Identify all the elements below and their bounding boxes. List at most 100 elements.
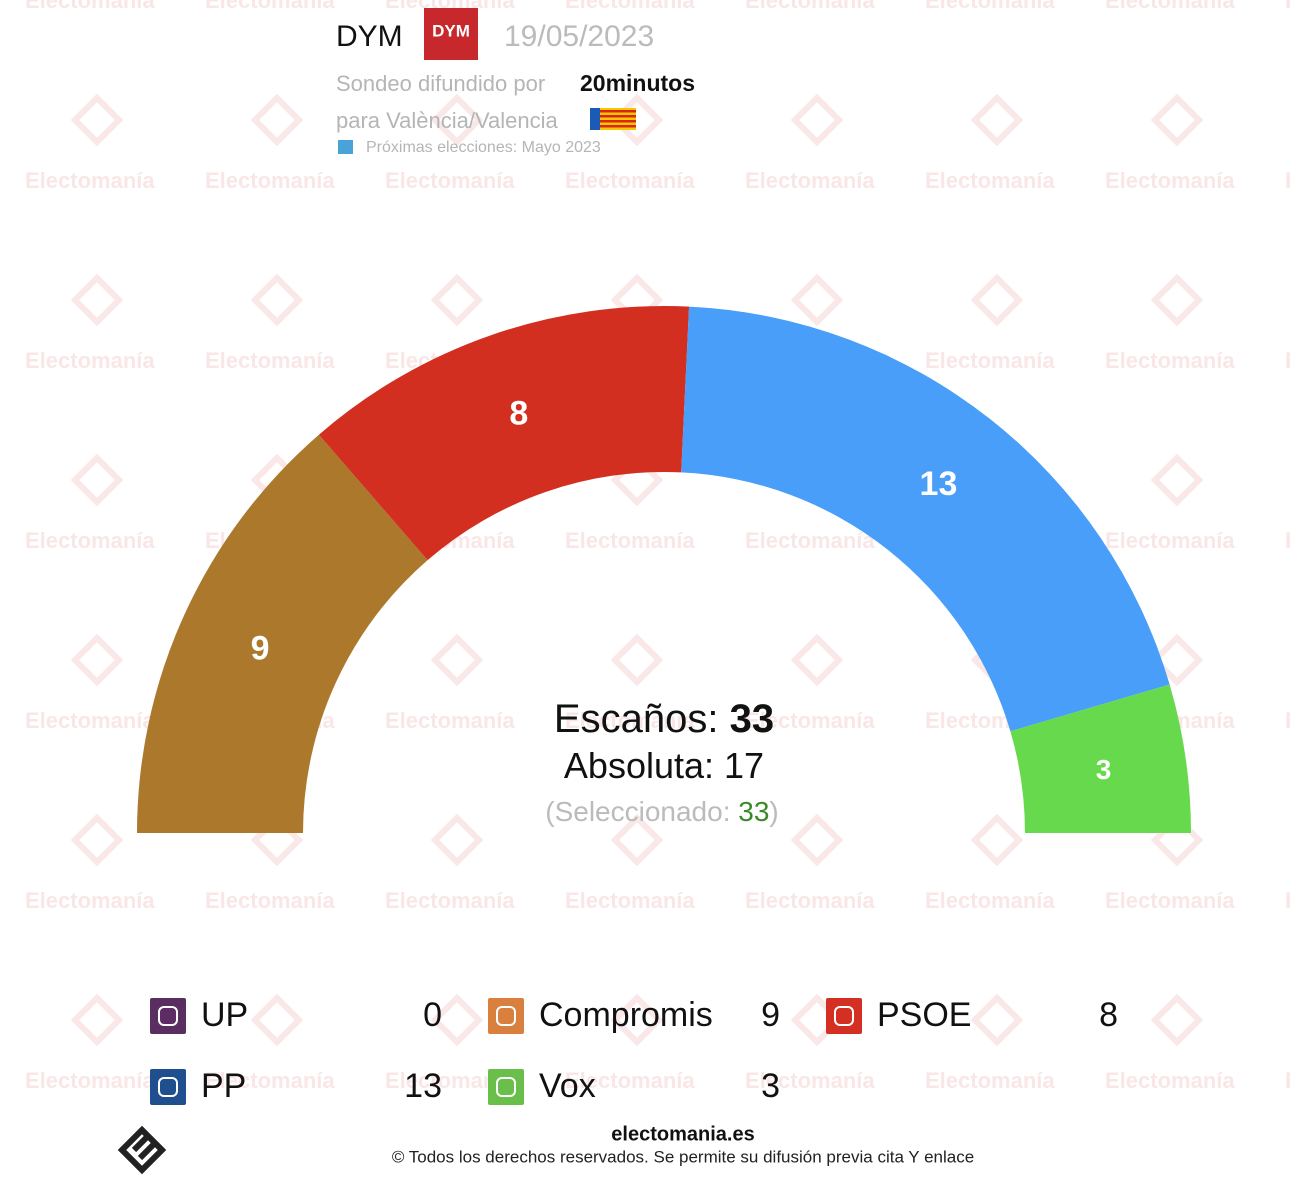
legend-value: 0 [423,996,442,1034]
watermark-icon [790,813,844,867]
watermark: Electomanía [925,1068,1055,1093]
legend-name: PP [201,1067,246,1105]
legend-icon-inner [158,1077,178,1097]
arc-segment [1010,684,1191,833]
legend-name: PSOE [877,996,971,1034]
watermark: Electomanía [385,708,515,733]
legend-icon [150,1069,186,1105]
watermark: Electomanía [1285,1068,1290,1093]
watermark: Electomanía [1285,708,1290,733]
majority-value: 17 [724,745,764,786]
pollster-logo-text: DYM [432,21,470,40]
watermark: Electomanía [205,348,335,373]
legend-icon [826,998,862,1034]
seats-total: 33 [730,697,775,741]
watermark-icon [790,93,844,147]
watermark: Electomanía [205,0,335,13]
legend-name: UP [201,996,248,1034]
watermark: Electomanía [745,168,875,193]
watermark-icon [1150,633,1204,687]
watermark: Electomanía [1285,348,1290,373]
watermark-icon [970,813,1024,867]
watermark: Electomanía [25,348,155,373]
watermark: Electomanía [745,1068,875,1093]
legend-icon-inner [158,1006,178,1026]
watermark-icon [1150,453,1204,507]
watermark: Electomanía [25,1068,155,1093]
ballot-icon [338,140,353,154]
watermark-icon [970,993,1024,1047]
selected-value: 33 [738,796,769,827]
watermark: Electomanía [1105,168,1235,193]
legend-icon [488,1069,524,1105]
legend-value: 9 [761,996,780,1034]
selected-close: ) [769,796,778,827]
legend-name: Vox [539,1067,596,1105]
watermark: Electomanía [745,0,875,13]
next-election: Próximas elecciones: Mayo 2023 [366,139,601,156]
watermark: Electomanía [745,708,875,733]
watermark: Electomanía [745,528,875,553]
legend-value: 3 [761,1067,780,1105]
legend-name: Compromis [539,996,713,1034]
legend-icon [150,998,186,1034]
watermark-icon [1150,93,1204,147]
watermark: Electomanía [25,168,155,193]
watermark: Electomanía [1285,888,1290,913]
legend: UP 0 Compromis 9 PSOE 8 PP 13 Vox 3 [150,996,1118,1105]
watermark-icon [250,993,304,1047]
watermark-icon [610,93,664,147]
watermark-icon [1150,273,1204,327]
published-by-label: Sondeo difundido por [336,71,545,96]
majority-label: Absoluta: [564,745,714,786]
arc-label: 8 [509,394,528,432]
watermark: Electomanía [1105,0,1235,13]
watermark: Electomanía [565,1068,695,1093]
watermark: Electomanía [745,888,875,913]
watermark: Electomanía [1105,348,1235,373]
published-by: 20minutos [580,70,695,96]
watermark: Electomanía [25,0,155,13]
watermark-icon [610,633,664,687]
watermark-icon [790,273,844,327]
watermark: Electomanía [565,0,695,13]
arc-label: 3 [1096,754,1112,785]
footer-logo [117,1125,167,1175]
watermark-icon [970,273,1024,327]
region: para València/Valencia [336,108,559,133]
watermark-icon [70,93,124,147]
watermark-icon [970,93,1024,147]
watermark-icon [70,633,124,687]
watermark-icon [790,633,844,687]
selected-label: (Seleccionado: [545,796,730,827]
legend-value: 13 [404,1067,442,1105]
watermark: Electomanía [205,888,335,913]
watermark-icon [610,993,664,1047]
watermark: Electomanía [25,528,155,553]
arc-segment [137,434,428,833]
watermark: Electomanía [565,168,695,193]
watermark: Electomanía [925,888,1055,913]
watermark: Electomanía [1105,528,1235,553]
watermark-icon [430,633,484,687]
pollster: DYM [336,20,403,53]
majority: Absoluta: 17 [564,745,764,786]
watermark: Electomanía [1105,888,1235,913]
watermark: Electomanía [565,888,695,913]
watermark: Electomanía [1285,0,1290,13]
watermark: Electomanía [205,1068,335,1093]
watermark-icon [610,813,664,867]
watermark-icon [430,273,484,327]
legend-icon-inner [834,1006,854,1026]
legend-icon [488,998,524,1034]
selected: (Seleccionado: 33) [545,796,779,827]
watermark-icon [70,813,124,867]
watermark: Electomanía [925,168,1055,193]
watermark: Electomanía [205,168,335,193]
footer-site: electomania.es [611,1123,754,1145]
watermark: Electomanía [565,528,695,553]
arc-label: 9 [251,630,270,668]
legend-icon-inner [496,1006,516,1026]
watermark: Electomanía [25,708,155,733]
